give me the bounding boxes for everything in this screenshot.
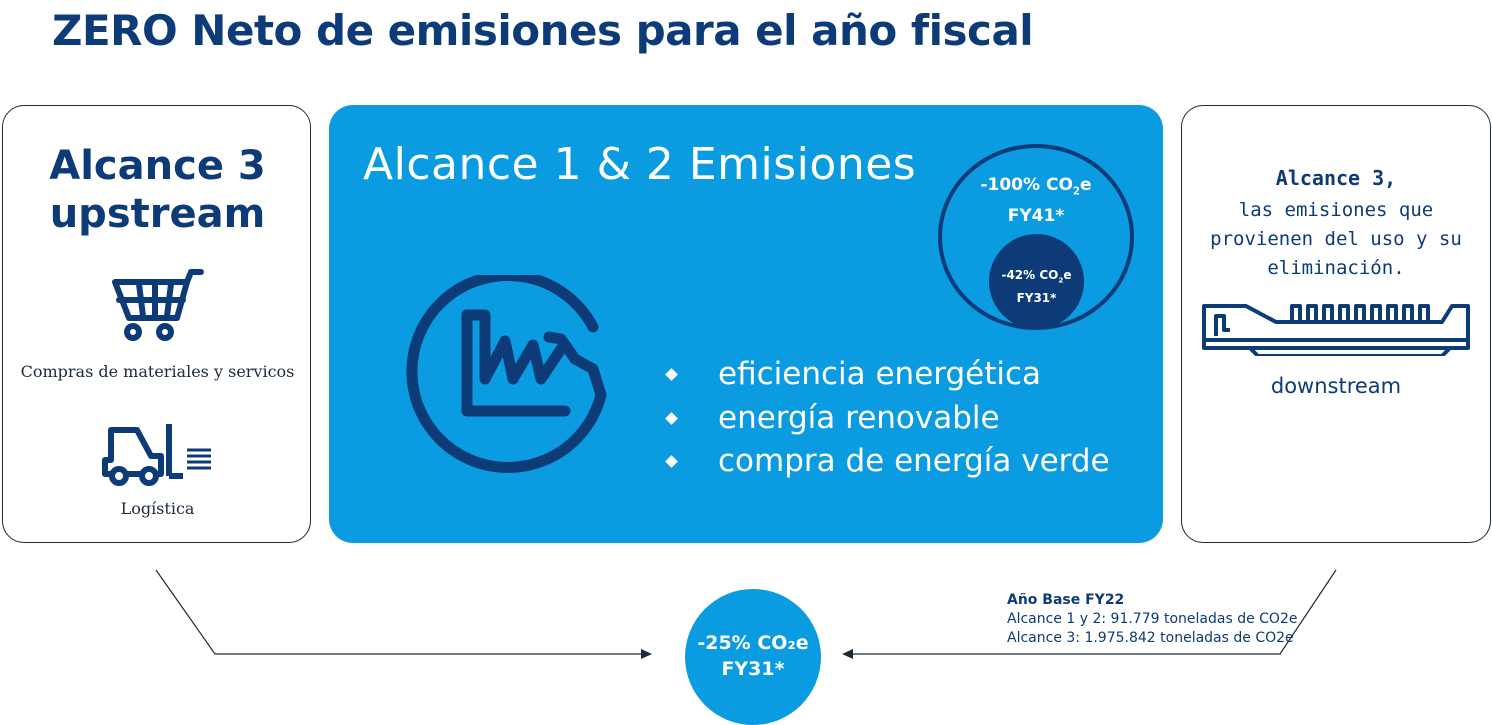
downstream-label: downstream bbox=[1270, 374, 1402, 398]
heading-line: Alcance 3 bbox=[49, 143, 266, 189]
forklift-icon bbox=[102, 424, 211, 486]
result-year: FY31* bbox=[721, 658, 785, 680]
description-line: eliminación. bbox=[1267, 257, 1405, 279]
bullet-item: energía renovable bbox=[665, 398, 1000, 438]
scope3-upstream-panel: Alcance 3 upstream Compras de materiales… bbox=[2, 105, 311, 543]
left-connector-line bbox=[155, 569, 642, 655]
factory-icon bbox=[406, 275, 607, 473]
bullet-text: energía renovable bbox=[718, 400, 1000, 436]
bullet-text: compra de energía verde bbox=[718, 443, 1110, 479]
base-year-line: Alcance 1 y 2: 91.779 toneladas de CO2e bbox=[1007, 611, 1298, 627]
target-line: -100% CO2e bbox=[963, 173, 1109, 204]
target-fy41-text: -100% CO2e FY41* bbox=[963, 173, 1109, 228]
shopping-cart-icon bbox=[112, 269, 204, 341]
scope12-heading: Alcance 1 & 2 Emisiones bbox=[363, 139, 917, 190]
subscript: 2 bbox=[1058, 275, 1064, 285]
scope3-downstream-description: las emisiones que provienen del uso y su… bbox=[1182, 196, 1490, 283]
target-value: -42% CO bbox=[1001, 268, 1059, 282]
arrow-right-icon bbox=[641, 649, 652, 659]
logistics-label: Logística bbox=[120, 499, 195, 518]
arrow-left-icon bbox=[842, 649, 853, 659]
target-year: FY31* bbox=[1016, 291, 1057, 306]
target-circle-fy31 bbox=[989, 234, 1084, 329]
target-unit: e bbox=[1063, 268, 1072, 282]
bullet-text: eficiencia energética bbox=[718, 356, 1042, 392]
purchases-label: Compras de materiales y servicos bbox=[20, 362, 295, 381]
appliance-icon bbox=[1202, 304, 1470, 356]
bullet-item: eficiencia energética bbox=[665, 354, 1042, 394]
heading-line: upstream bbox=[49, 191, 266, 237]
target-year: FY41* bbox=[1007, 206, 1065, 227]
page-title: ZERO Neto de emisiones para el año fisca… bbox=[52, 6, 1034, 55]
target-value: -100% CO bbox=[980, 175, 1073, 195]
scope3-downstream-heading: Alcance 3, bbox=[1275, 166, 1397, 190]
base-year-info: Año Base FY22 Alcance 1 y 2: 91.779 tone… bbox=[1007, 591, 1297, 648]
scope3-downstream-panel: Alcance 3, las emisiones que provienen d… bbox=[1181, 105, 1491, 543]
right-connector-line bbox=[852, 569, 1337, 655]
description-line: las emisiones que bbox=[1238, 199, 1434, 221]
scope3-upstream-heading: Alcance 3 upstream bbox=[3, 142, 312, 238]
bullet-item: compra de energía verde bbox=[665, 441, 1110, 481]
base-year-line: Alcance 3: 1.975.842 toneladas de CO2e bbox=[1007, 630, 1294, 646]
result-value: -25% CO₂e bbox=[697, 632, 809, 654]
target-unit: e bbox=[1079, 175, 1092, 195]
result-text: -25% CO₂e FY31* bbox=[685, 630, 821, 682]
base-year-title: Año Base FY22 bbox=[1007, 592, 1125, 608]
result-circle bbox=[685, 589, 821, 725]
description-line: provienen del uso y su bbox=[1210, 228, 1462, 250]
target-fy31-text: -42% CO2e FY31* bbox=[989, 266, 1084, 307]
target-line: -42% CO2e bbox=[989, 266, 1084, 289]
subscript: 2 bbox=[1072, 186, 1080, 198]
